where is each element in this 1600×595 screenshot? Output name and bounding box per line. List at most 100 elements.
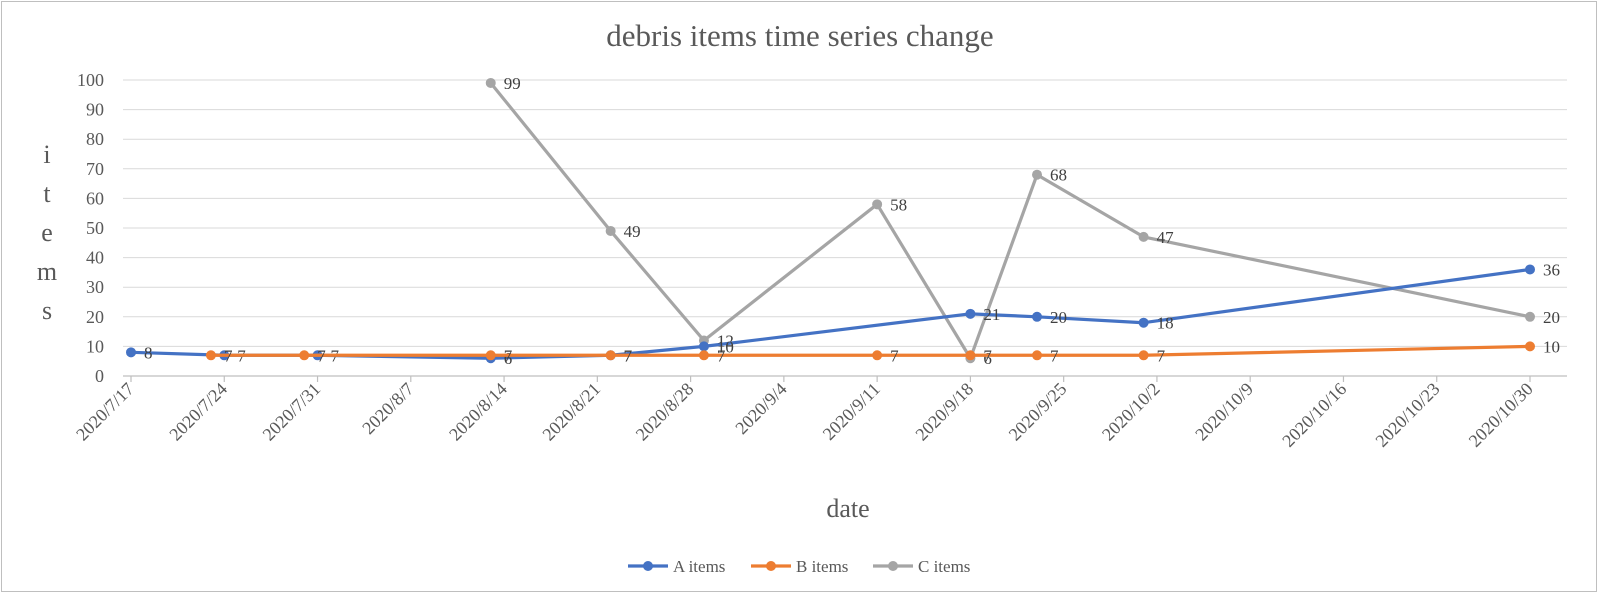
data-point	[1525, 264, 1535, 275]
data-label: 6	[983, 349, 992, 368]
x-tick-label: 2020/9/18	[911, 379, 977, 445]
y-axis-title-char: t	[43, 179, 51, 208]
data-point	[1032, 169, 1043, 180]
data-label: 7	[504, 346, 513, 365]
x-tick-label: 2020/7/31	[259, 379, 325, 445]
data-point	[872, 199, 883, 210]
x-tick-label: 2020/7/17	[72, 379, 138, 445]
gridlines	[123, 79, 1567, 347]
y-axis-title: items	[37, 140, 57, 325]
data-point	[1525, 341, 1535, 352]
legend-label: C items	[918, 557, 970, 576]
legend-label: B items	[796, 557, 848, 576]
x-tick-label: 2020/9/25	[1005, 379, 1071, 445]
legend-swatch-marker	[643, 561, 653, 571]
data-label: 99	[504, 74, 521, 93]
data-point	[126, 347, 136, 358]
data-point	[965, 350, 976, 361]
legend-label: A items	[673, 557, 725, 576]
x-tick-label: 2020/10/23	[1371, 379, 1443, 451]
data-point	[1032, 350, 1043, 361]
data-point	[698, 350, 709, 361]
x-tick-label: 2020/7/24	[165, 379, 231, 445]
y-axis-title-char: s	[42, 296, 52, 325]
data-point	[872, 350, 883, 361]
data-label: 7	[1157, 346, 1166, 365]
series-line	[209, 344, 1532, 357]
data-label: 49	[624, 222, 641, 241]
legend-item-b-items: B items	[751, 557, 848, 576]
data-point	[485, 350, 496, 361]
legend-item-c-items: C items	[873, 557, 970, 576]
y-tick-label: 80	[86, 129, 104, 149]
data-label: 20	[1543, 308, 1560, 327]
x-tick-label: 2020/10/16	[1278, 379, 1350, 451]
y-tick-label: 60	[86, 188, 104, 208]
x-tick-label: 2020/9/11	[819, 379, 884, 444]
x-tick-label: 2020/8/14	[445, 379, 511, 445]
legend-swatch-marker	[766, 561, 776, 571]
x-tick-label: 2020/8/28	[632, 379, 698, 445]
legend: A items B items C items	[628, 557, 970, 576]
data-point	[205, 350, 216, 361]
data-point	[1138, 231, 1149, 242]
data-label: 7	[317, 346, 326, 365]
y-tick-label: 30	[86, 277, 104, 297]
data-point	[1138, 350, 1149, 361]
y-tick-label: 40	[86, 248, 104, 268]
data-point	[299, 350, 310, 361]
y-tick-label: 10	[86, 336, 104, 356]
y-tick-label: 90	[86, 100, 104, 120]
data-label: 7	[983, 346, 992, 365]
data-point	[485, 77, 496, 88]
data-label: 58	[890, 195, 907, 214]
legend-swatch-marker	[888, 561, 898, 571]
x-tick-label: 2020/10/2	[1098, 379, 1164, 445]
series-line	[489, 81, 1532, 360]
data-point	[1032, 311, 1043, 322]
y-axis-title-char: m	[37, 257, 57, 286]
y-tick-label: 50	[86, 218, 104, 238]
data-label: 10	[1543, 337, 1560, 356]
data-label: 18	[1157, 314, 1174, 333]
data-label: 10	[717, 337, 734, 356]
data-label: 7	[624, 346, 633, 365]
data-label: 68	[1050, 166, 1067, 185]
x-tick-label: 2020/10/30	[1465, 379, 1537, 451]
data-label: 21	[983, 305, 1000, 324]
series-line	[129, 267, 1532, 360]
x-axis-title: date	[826, 494, 869, 523]
x-tick-label: 2020/9/4	[731, 379, 790, 438]
data-label: 47	[1157, 228, 1175, 247]
y-axis-ticks: 0 10 20 30 40 50 60 70 80 90 100	[77, 70, 104, 386]
data-label: 36	[1543, 260, 1560, 279]
data-label: 20	[1050, 308, 1067, 327]
data-label: 7	[1050, 346, 1059, 365]
chart-title: debris items time series change	[606, 18, 993, 53]
legend-item-a-items: A items	[628, 557, 725, 576]
series-b-items: 7 7 7 7 7 7 7 7 7 10	[205, 337, 1560, 365]
y-tick-label: 100	[77, 70, 104, 90]
x-tick-label: 2020/8/7	[358, 379, 417, 438]
x-tick-label: 2020/10/9	[1191, 379, 1257, 445]
data-point	[1138, 317, 1149, 328]
y-axis-title-char: i	[43, 140, 50, 169]
data-point	[1525, 311, 1535, 322]
data-label: 6	[504, 349, 513, 368]
data-point	[698, 341, 709, 352]
data-label: 7	[224, 346, 233, 365]
data-label: 7	[717, 346, 726, 365]
data-label: 8	[144, 343, 153, 362]
x-tick-label: 2020/8/21	[538, 379, 604, 445]
y-axis-title-char: e	[41, 218, 53, 247]
data-point	[605, 225, 616, 236]
y-tick-label: 0	[95, 366, 104, 386]
y-tick-label: 20	[86, 307, 104, 327]
y-tick-label: 70	[86, 159, 104, 179]
data-label: 7	[890, 346, 899, 365]
data-point	[965, 308, 976, 319]
data-point	[605, 350, 616, 361]
